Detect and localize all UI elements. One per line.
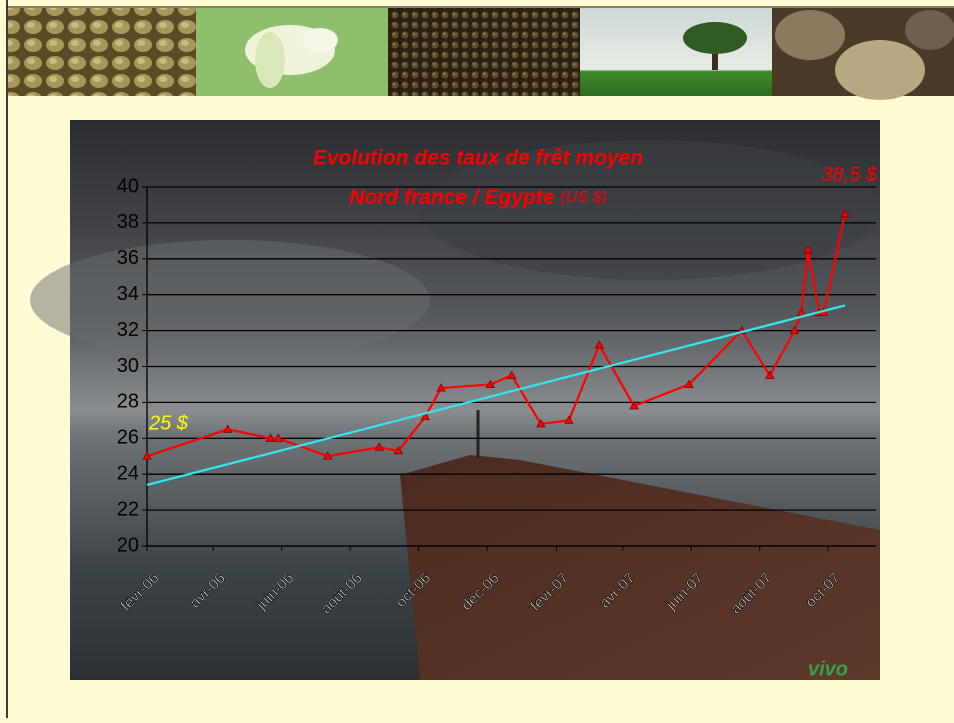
slide: Evolution des taux de frêt moyen Nord fr… [0, 0, 954, 718]
y-tick-label: 26 [117, 427, 139, 449]
y-tick-label: 38 [117, 211, 139, 233]
y-tick-label: 28 [117, 391, 139, 413]
logo: vivo [808, 658, 848, 680]
y-tick-label: 24 [117, 462, 139, 484]
subtitle-text: Nord france / Egypte [349, 186, 555, 209]
chart-subtitle: Nord france / Egypte (US $) [349, 186, 607, 209]
y-tick-label: 36 [117, 247, 139, 269]
y-tick-label: 32 [117, 319, 139, 341]
y-tick-label: 22 [117, 498, 139, 520]
subtitle-unit: (US $) [561, 189, 607, 206]
annotation: 25 $ [148, 413, 189, 435]
page: Evolution des taux de frêt moyen Nord fr… [0, 0, 954, 718]
y-tick-label: 30 [117, 355, 139, 377]
y-tick-label: 34 [117, 283, 139, 305]
y-tick-label: 20 [117, 534, 139, 556]
photo-strip [8, 8, 954, 100]
chart-title: Evolution des taux de frêt moyen [313, 147, 643, 170]
y-tick-label: 40 [117, 175, 139, 197]
annotation: 38,5 $ [821, 164, 877, 186]
